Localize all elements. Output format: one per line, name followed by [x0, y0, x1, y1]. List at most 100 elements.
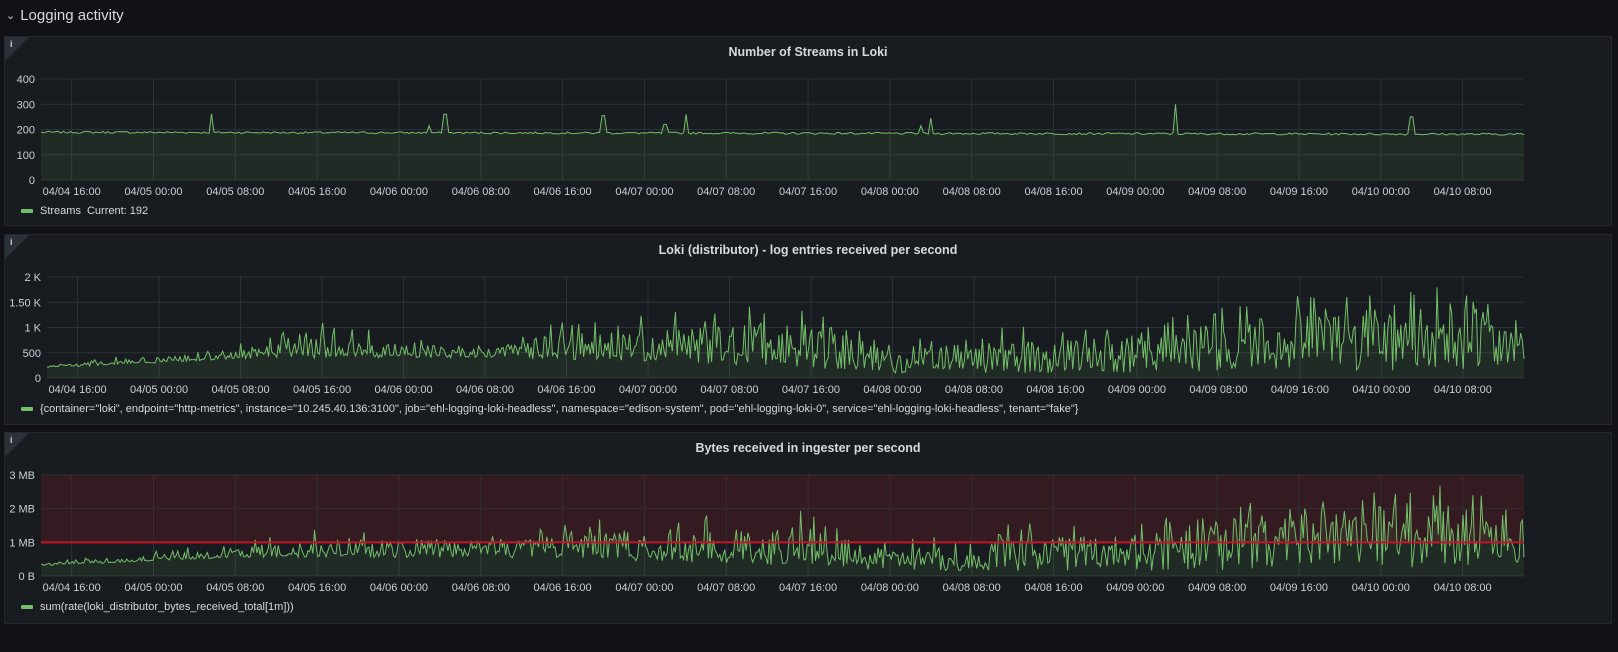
x-tick-label: 04/10 08:00: [1434, 384, 1492, 396]
legend-swatch: [21, 407, 33, 411]
x-tick-label: 04/08 08:00: [943, 186, 1001, 198]
panel-bytes-received[interactable]: i Bytes received in ingester per second …: [4, 432, 1612, 624]
x-tick-label: 04/05 08:00: [206, 582, 264, 594]
row-title: Logging activity: [20, 6, 124, 24]
x-tick-label: 04/06 16:00: [534, 186, 592, 198]
x-tick-label: 04/09 08:00: [1188, 186, 1246, 198]
series-line: [40, 104, 1525, 136]
x-tick-label: 04/08 08:00: [943, 582, 1001, 594]
y-tick-label: 200: [17, 125, 35, 137]
legend[interactable]: sum(rate(loki_distributor_bytes_received…: [21, 601, 294, 613]
x-tick-label: 04/05 08:00: [206, 186, 264, 198]
x-tick-label: 04/10 08:00: [1434, 186, 1492, 198]
x-tick-label: 04/07 08:00: [700, 384, 758, 396]
legend-swatch: [21, 209, 33, 213]
x-tick-label: 04/09 00:00: [1108, 384, 1166, 396]
panel-corner: [5, 37, 29, 61]
x-tick-label: 04/06 00:00: [370, 186, 428, 198]
legend-current-value: Current: 192: [86, 205, 149, 217]
panel-corner: [5, 235, 29, 259]
x-tick-label: 04/05 16:00: [293, 384, 351, 396]
x-tick-label: 04/05 00:00: [124, 186, 182, 198]
x-tick-label: 04/09 00:00: [1106, 186, 1164, 198]
x-tick-label: 04/06 16:00: [537, 384, 595, 396]
chevron-down-icon[interactable]: ⌄: [6, 9, 16, 22]
x-tick-label: 04/08 16:00: [1024, 186, 1082, 198]
row-header[interactable]: ⌄ Logging activity: [6, 4, 124, 26]
x-tick-label: 04/06 08:00: [456, 384, 514, 396]
x-tick-label: 04/09 16:00: [1270, 186, 1328, 198]
x-tick-label: 04/04 16:00: [43, 186, 101, 198]
x-tick-label: 04/05 16:00: [288, 186, 346, 198]
x-tick-label: 04/06 00:00: [374, 384, 432, 396]
x-tick-label: 04/08 16:00: [1026, 384, 1084, 396]
chart-bytes-received: 0 B 1 MB 2 MB 3 MB 04/04 16:00 04/05 00:00 04/…: [9, 470, 1525, 594]
y-tick-label: 300: [17, 99, 35, 111]
x-tick-label: 04/06 16:00: [534, 582, 592, 594]
y-tick-label: 400: [17, 74, 35, 86]
x-tick-label: 04/05 00:00: [124, 582, 182, 594]
x-tick-label: 04/10 00:00: [1352, 384, 1410, 396]
x-tick-label: 04/07 08:00: [697, 582, 755, 594]
x-tick-label: 04/08 16:00: [1024, 582, 1082, 594]
x-tick-label: 04/08 08:00: [945, 384, 1003, 396]
x-tick-label: 04/07 00:00: [619, 384, 677, 396]
panel-corner: [5, 433, 29, 457]
x-tick-label: 04/09 08:00: [1189, 384, 1247, 396]
y-tick-label: 500: [23, 348, 41, 360]
y-tick-label: 2 K: [24, 272, 41, 284]
panel-title[interactable]: Bytes received in ingester per second: [695, 441, 921, 455]
panel-log-entries[interactable]: i Loki (distributor) - log entries recei…: [4, 234, 1612, 425]
chart-log-entries: 0 500 1 K 1.50 K 2 K 04/04 16:00 04/05 00:00 04…: [9, 272, 1525, 396]
y-tick-label: 1 MB: [9, 537, 35, 549]
legend[interactable]: {container="loki", endpoint="http-metric…: [21, 403, 1078, 415]
x-tick-label: 04/07 00:00: [615, 186, 673, 198]
series-area: [47, 287, 1524, 378]
info-icon[interactable]: i: [10, 39, 13, 49]
x-tick-label: 04/05 08:00: [211, 384, 269, 396]
x-tick-label: 04/09 16:00: [1270, 582, 1328, 594]
panel-title[interactable]: Number of Streams in Loki: [728, 45, 888, 59]
legend-series-name[interactable]: Streams: [40, 205, 81, 217]
x-tick-label: 04/07 00:00: [615, 582, 673, 594]
y-tick-label: 1 K: [24, 323, 41, 335]
info-icon[interactable]: i: [10, 435, 13, 445]
y-tick-label: 3 MB: [9, 470, 35, 482]
x-tick-label: 04/07 16:00: [782, 384, 840, 396]
x-tick-label: 04/05 00:00: [130, 384, 188, 396]
x-tick-label: 04/10 08:00: [1434, 582, 1492, 594]
y-tick-label: 0: [29, 175, 35, 187]
legend-swatch: [21, 605, 33, 609]
chart-streams: 0 100 200 300 400 04/04 16:00 04/05 00:00 04/05…: [17, 74, 1525, 198]
x-tick-label: 04/09 08:00: [1188, 582, 1246, 594]
panel-title[interactable]: Loki (distributor) - log entries receive…: [658, 243, 958, 257]
x-tick-label: 04/05 16:00: [288, 582, 346, 594]
x-tick-label: 04/08 00:00: [863, 384, 921, 396]
series-area: [41, 104, 1524, 180]
y-tick-label: 100: [17, 150, 35, 162]
legend-series-name[interactable]: sum(rate(loki_distributor_bytes_received…: [40, 601, 294, 613]
panel-streams[interactable]: i Number of Streams in Loki 0 100 200 300 40…: [4, 36, 1612, 226]
info-icon[interactable]: i: [10, 237, 13, 247]
legend[interactable]: Streams Current: 192: [21, 205, 148, 217]
y-tick-label: 2 MB: [9, 504, 35, 516]
x-tick-label: 04/08 00:00: [861, 186, 919, 198]
x-tick-label: 04/10 00:00: [1352, 186, 1410, 198]
x-tick-label: 04/07 16:00: [779, 186, 837, 198]
x-tick-label: 04/10 00:00: [1352, 582, 1410, 594]
y-tick-label: 0: [35, 373, 41, 385]
y-tick-label: 0 B: [18, 571, 35, 583]
x-tick-label: 04/09 16:00: [1271, 384, 1329, 396]
x-tick-label: 04/04 16:00: [43, 582, 101, 594]
series-line: [46, 287, 1525, 374]
x-tick-label: 04/06 08:00: [452, 186, 510, 198]
x-tick-label: 04/07 08:00: [697, 186, 755, 198]
legend-series-name[interactable]: {container="loki", endpoint="http-metric…: [40, 403, 1079, 415]
x-tick-label: 04/04 16:00: [48, 384, 106, 396]
x-tick-label: 04/06 08:00: [452, 582, 510, 594]
series-line: [40, 485, 1525, 572]
x-tick-label: 04/09 00:00: [1106, 582, 1164, 594]
x-tick-label: 04/07 16:00: [779, 582, 837, 594]
y-tick-label: 1.50 K: [9, 297, 41, 309]
series-area: [41, 485, 1524, 576]
